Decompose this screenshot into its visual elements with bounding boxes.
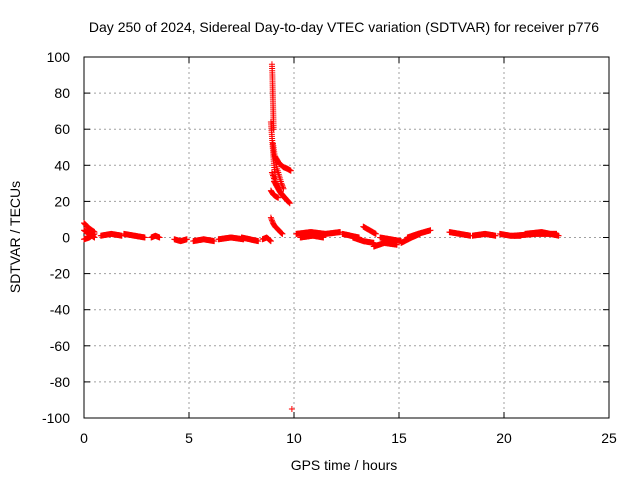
data-point [211,238,218,245]
data-point [555,232,562,239]
y-tick-label: -20 [50,266,70,282]
y-tick-label: -80 [50,374,70,390]
data-point [285,199,292,206]
data-point [255,238,262,245]
y-axis: 100 80 60 40 20 0 -20 -40 -60 -80 -100 [42,49,609,426]
data-point [267,238,274,245]
data-point [275,194,282,201]
y-tick-label: -100 [42,410,70,426]
data-point [268,217,275,224]
y-axis-label: SDTVAR / TECUs [7,181,23,293]
x-axis: 0 5 10 15 20 25 [80,57,617,446]
x-tick-label: 10 [286,430,302,446]
y-tick-label: -40 [50,302,70,318]
y-tick-label: 0 [62,230,70,246]
data-point [141,234,148,241]
x-tick-label: 5 [185,430,193,446]
data-point [427,227,434,234]
y-tick-label: 40 [54,157,70,173]
y-tick-label: 20 [54,193,70,209]
data-point [267,214,274,221]
data-point [286,200,293,207]
data-point [320,234,327,241]
y-tick-label: 100 [47,49,71,65]
data-point [267,237,274,244]
data-point [279,183,286,190]
data-point [492,232,499,239]
y-tick-label: -60 [50,338,70,354]
data-point [279,230,286,237]
data-point [279,184,286,191]
x-tick-label: 20 [496,430,512,446]
data-point [278,180,285,187]
data-point [268,215,275,222]
data-point [278,181,285,188]
data-point [287,167,294,174]
x-tick-label: 25 [601,430,617,446]
x-axis-label: GPS time / hours [291,457,398,473]
data-series [81,61,562,412]
y-tick-label: 80 [54,85,70,101]
data-point [286,199,293,206]
data-point [288,405,295,412]
data-point [372,230,379,237]
data-point [266,237,273,244]
y-tick-label: 60 [54,121,70,137]
chart-title: Day 250 of 2024, Sidereal Day-to-day VTE… [89,19,599,35]
x-tick-label: 15 [391,430,407,446]
x-tick-label: 0 [80,430,88,446]
data-point [91,230,98,237]
data-point [280,185,287,192]
data-point [156,234,163,241]
data-point [183,236,190,243]
